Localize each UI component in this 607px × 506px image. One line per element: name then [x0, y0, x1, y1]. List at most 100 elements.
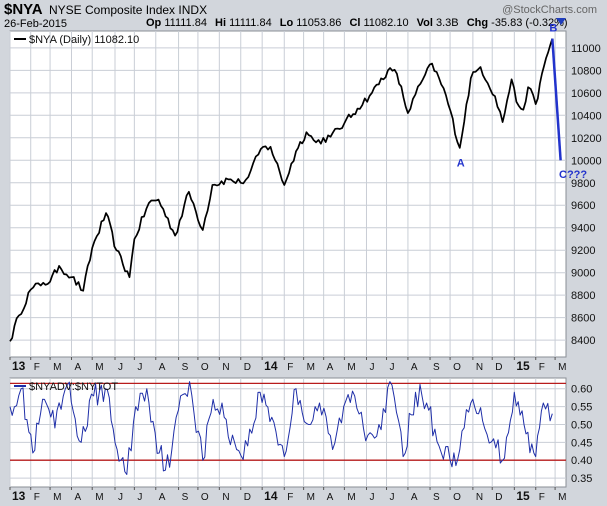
legend-label: $NYA (Daily) 11082.10: [29, 34, 139, 46]
y-tick-label: 0.50: [571, 419, 592, 431]
y-tick-label: 9000: [571, 268, 595, 280]
y-tick-label: 10800: [571, 65, 602, 77]
plot-area: [9, 30, 567, 358]
x-tick-label: S: [182, 492, 189, 503]
x-tick-label: J: [137, 492, 142, 503]
wave-annotation: C???: [559, 169, 587, 181]
y-tick-label: 10200: [571, 133, 602, 145]
dropdown-triangle-icon[interactable]: [556, 18, 566, 25]
projection-line: [551, 38, 562, 161]
volume-value: 3.3B: [436, 17, 459, 29]
index-name: NYSE Composite Index INDX: [49, 3, 207, 17]
high-value: 11111.84: [229, 17, 272, 29]
x-tick-label: J: [118, 492, 123, 503]
x-tick-label: M: [347, 492, 355, 503]
x-tick-label: 13: [12, 489, 26, 503]
x-tick-label: A: [411, 492, 418, 503]
x-tick-label: M: [558, 362, 566, 373]
x-tick-label: A: [327, 492, 334, 503]
y-tick-label: 0.45: [571, 437, 592, 449]
x-tick-label: F: [287, 362, 293, 373]
y-tick-label: 10000: [571, 155, 602, 167]
x-tick-label: S: [433, 362, 440, 373]
volume-label: Vol: [416, 17, 433, 29]
low-label: Lo: [279, 17, 294, 29]
y-tick-label: 8600: [571, 313, 595, 325]
exchange: INDX: [178, 3, 208, 17]
x-tick-label: A: [327, 362, 334, 373]
x-tick-label: A: [159, 362, 166, 373]
y-tick-label: 10600: [571, 88, 602, 100]
x-tick-label: O: [201, 492, 209, 503]
x-tick-label: O: [453, 492, 461, 503]
x-tick-label: A: [411, 362, 418, 373]
x-tick-label: 14: [264, 489, 278, 503]
x-tick-label: F: [287, 492, 293, 503]
x-tick-label: N: [476, 492, 483, 503]
high-label: Hi: [215, 17, 227, 29]
x-tick-label: D: [495, 492, 502, 503]
x-tick-label: J: [137, 362, 142, 373]
open-label: Op: [146, 17, 162, 29]
x-tick-label: M: [558, 492, 566, 503]
x-tick-label: A: [74, 492, 81, 503]
change-label: Chg: [466, 17, 489, 29]
chart-header: $NYA NYSE Composite Index INDX @StockCha…: [0, 0, 607, 30]
x-tick-label: N: [222, 362, 229, 373]
y-tick-label: 11000: [571, 43, 601, 55]
legend: $NYA (Daily) 11082.10: [14, 34, 139, 46]
low-value: 11053.86: [296, 17, 342, 29]
close-label: Cl: [349, 17, 361, 29]
x-tick-label: 15: [516, 359, 530, 373]
close-value: 11082.10: [363, 17, 409, 29]
y-tick-label: 8800: [571, 290, 595, 302]
x-tick-label: J: [118, 362, 123, 373]
legend-label: $NYADV:$NYTOT: [29, 381, 118, 393]
x-tick-label: 13: [12, 359, 26, 373]
x-tick-label: A: [159, 492, 166, 503]
x-tick-label: N: [222, 492, 229, 503]
x-tick-label: M: [95, 362, 103, 373]
x-tick-label: F: [34, 492, 40, 503]
x-tick-label: S: [182, 362, 189, 373]
x-tick-label: J: [390, 362, 395, 373]
quote-line: Op 11111.84 Hi 11111.84 Lo 11053.86 Cl 1…: [146, 17, 568, 29]
x-tick-label: D: [495, 362, 502, 373]
series-line: [9, 381, 553, 475]
x-tick-label: M: [307, 492, 315, 503]
x-tick-label: F: [539, 362, 545, 373]
y-tick-label: 9600: [571, 200, 595, 212]
wave-annotation: A: [457, 158, 465, 170]
x-tick-label: N: [476, 362, 483, 373]
series-line: [9, 38, 554, 342]
x-tick-label: O: [453, 362, 461, 373]
x-tick-label: O: [201, 362, 209, 373]
x-tick-label: S: [433, 492, 440, 503]
x-tick-label: M: [347, 362, 355, 373]
x-tick-label: A: [74, 362, 81, 373]
y-tick-label: 9800: [571, 178, 595, 190]
open-value: 11111.84: [164, 17, 207, 29]
x-tick-label: J: [369, 362, 374, 373]
date: 26-Feb-2015: [4, 18, 67, 30]
y-tick-label: 0.60: [571, 384, 592, 396]
watermark: @StockCharts.com: [502, 4, 597, 16]
y-tick-label: 9200: [571, 245, 595, 257]
legend: $NYADV:$NYTOT: [14, 381, 118, 393]
x-tick-label: M: [307, 362, 315, 373]
price-panel: 8400 8600 8800 9000 9200 9400 9600 9800 10000 102…: [9, 23, 602, 373]
x-tick-label: J: [390, 492, 395, 503]
y-tick-label: 9400: [571, 223, 595, 235]
index-name-text: NYSE Composite Index: [49, 3, 176, 17]
x-tick-label: D: [244, 362, 251, 373]
x-tick-label: M: [53, 362, 61, 373]
x-tick-label: D: [244, 492, 251, 503]
x-tick-label: J: [369, 492, 374, 503]
y-tick-label: 8400: [571, 335, 595, 347]
symbol: $NYA: [4, 1, 43, 18]
x-tick-label: 14: [264, 359, 278, 373]
x-tick-label: M: [95, 492, 103, 503]
x-tick-label: F: [34, 362, 40, 373]
y-tick-label: 10400: [571, 110, 602, 122]
